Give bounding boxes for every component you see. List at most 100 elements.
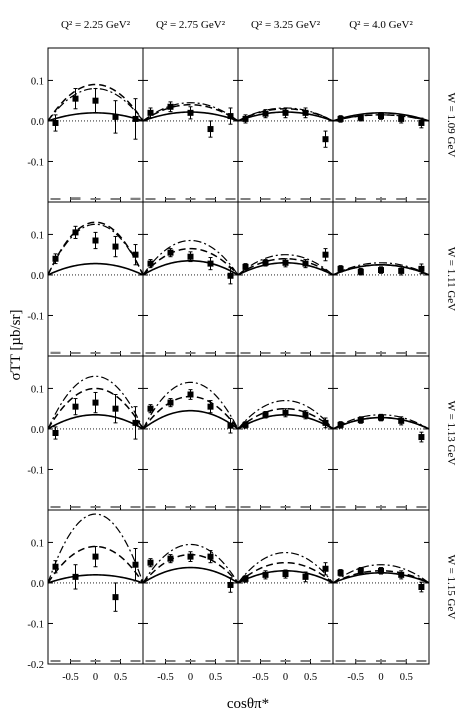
data-point [337, 115, 344, 122]
data-point [282, 409, 289, 416]
data-point [262, 110, 269, 117]
sys-error-bar [70, 660, 81, 662]
sys-error-bar [300, 352, 311, 354]
data-point [167, 555, 174, 562]
data-point [357, 567, 364, 574]
panel-r3-c1 [142, 509, 239, 665]
sys-error-bar [130, 352, 141, 354]
curve-dashdot [142, 543, 239, 584]
panel-frame [237, 509, 334, 665]
sys-error-bar [416, 660, 427, 662]
sys-error-bar [90, 352, 101, 354]
data-point [207, 403, 214, 410]
data-point [147, 559, 154, 566]
panel-r3-c3 [332, 509, 430, 665]
data-point [132, 419, 139, 426]
sys-error-bar [90, 198, 101, 200]
sys-error-bar [335, 198, 346, 200]
data-point [207, 553, 214, 560]
data-point [147, 109, 154, 116]
row-label: W = 1.11 GeV [445, 247, 457, 311]
data-point [227, 113, 234, 120]
curve-dashed [142, 247, 239, 276]
x-tick-label: -0.5 [252, 672, 269, 683]
panel-grid [47, 47, 430, 665]
data-point [207, 260, 214, 267]
curve-dashed [47, 545, 144, 584]
data-point [262, 259, 269, 266]
panel-frame [332, 201, 430, 357]
panel-frame [142, 47, 239, 203]
sys-error-bar [110, 506, 121, 508]
data-point [242, 575, 249, 582]
row-label: W = 1.09 GeV [445, 93, 457, 158]
data-point [357, 114, 364, 121]
y-tick-label: 0.0 [31, 271, 44, 282]
curve-dashdot [142, 381, 239, 430]
panel-frame [142, 201, 239, 357]
panel-r2-c1 [142, 355, 239, 511]
sys-error-bar [110, 198, 121, 200]
data-point [132, 115, 139, 122]
sys-error-bar [145, 506, 156, 508]
data-point [52, 430, 59, 436]
y-tick-label: 0.0 [31, 117, 44, 128]
data-point [378, 113, 384, 120]
data-point [262, 411, 269, 418]
sys-error-bar [355, 506, 366, 508]
data-point [302, 411, 309, 418]
data-point [112, 113, 119, 120]
data-point [302, 573, 309, 580]
data-point [302, 260, 309, 267]
sys-error-bar [280, 506, 291, 508]
x-tick-label: 0.5 [209, 672, 222, 683]
x-tick-label: -0.5 [157, 672, 174, 683]
data-point [72, 229, 79, 236]
sys-error-bar [300, 660, 311, 662]
panel-r2-c3 [332, 355, 430, 511]
sys-error-bar [145, 352, 156, 354]
sys-error-bar [70, 352, 81, 354]
sys-error-bar [185, 198, 196, 200]
sys-error-bar [260, 352, 271, 354]
x-tick-label: 0 [93, 672, 98, 683]
data-point [322, 419, 329, 426]
panel-r2-c2 [237, 355, 334, 511]
row-labels: W = 1.09 GeV W = 1.11 GeV W = 1.13 GeV W = … [445, 93, 457, 620]
data-point [398, 417, 405, 424]
panel-r1-c0 [47, 201, 144, 357]
panel-r1-c2 [237, 201, 334, 357]
curve-dashdot [47, 375, 144, 430]
data-point [72, 573, 79, 580]
sys-error-bar [240, 352, 251, 354]
sys-error-bar [225, 506, 236, 508]
sys-error-bar [145, 660, 156, 662]
row-label: W = 1.15 GeV [445, 555, 457, 620]
data-point [112, 594, 119, 601]
data-point [227, 581, 234, 588]
curve-solid [47, 413, 144, 430]
curve-dashdot [47, 223, 144, 276]
y-tick-label: -0.1 [27, 157, 44, 168]
column-header: Q² = 3.25 GeV² [251, 19, 321, 31]
sys-error-bar [70, 506, 81, 508]
sys-error-bar [300, 506, 311, 508]
sys-error-bar [90, 660, 101, 662]
sys-error-bar [130, 506, 141, 508]
data-point [357, 417, 364, 424]
sys-error-bar [320, 506, 331, 508]
data-point [72, 95, 79, 102]
panel-r0-c0 [47, 47, 144, 203]
data-point [418, 119, 425, 126]
curve-solid [332, 264, 430, 276]
panel-frame [332, 355, 430, 511]
x-tick-label: -0.5 [347, 672, 364, 683]
data-point [112, 243, 119, 250]
y-tick-label: -0.1 [27, 619, 44, 630]
sys-error-bar [376, 198, 386, 200]
data-point [322, 565, 329, 572]
y-tick-label: -0.1 [27, 311, 44, 322]
panel-frame [237, 201, 334, 357]
sys-error-bar [185, 660, 196, 662]
